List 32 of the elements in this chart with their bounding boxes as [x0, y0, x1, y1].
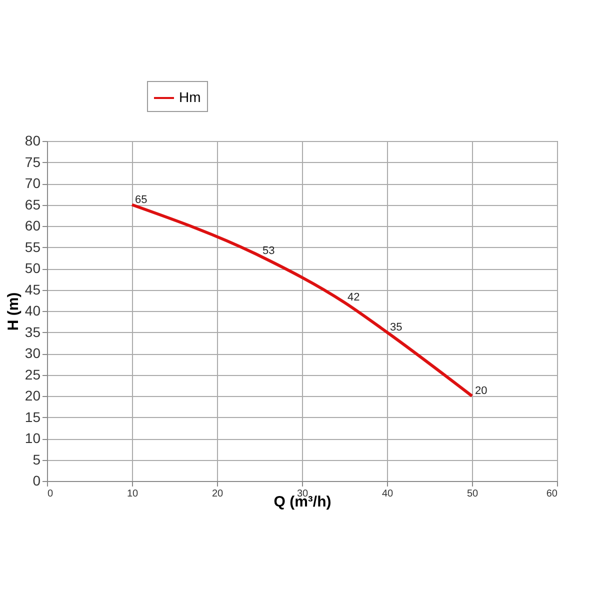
y-tick-label: 50 [24, 260, 41, 276]
legend-label: Hm [179, 89, 201, 105]
y-tick-label: 65 [24, 196, 41, 212]
y-tick-label: 35 [24, 324, 41, 340]
data-label: 53 [262, 244, 275, 257]
y-tick-label: 70 [24, 175, 41, 191]
x-tick-label: 30 [296, 488, 308, 500]
y-tick-label: 25 [24, 366, 41, 382]
y-tick-label: 5 [32, 451, 41, 468]
y-tick-label: 30 [24, 345, 41, 361]
y-tick-label: 75 [24, 154, 41, 170]
y-tick-label: 20 [24, 388, 41, 404]
line-series [130, 203, 474, 398]
y-tick-label: 60 [24, 218, 41, 234]
data-label: 20 [475, 385, 488, 397]
y-tick-label: 10 [24, 430, 41, 446]
x-tick-label: 50 [466, 488, 478, 500]
x-tick-label: 0 [48, 488, 54, 500]
data-label: 35 [390, 321, 402, 334]
y-tick-label: 55 [24, 238, 41, 255]
x-tick-label: 40 [382, 488, 394, 500]
y-tick-label: 45 [24, 281, 41, 298]
y-axis-title: H (m) [4, 292, 22, 331]
x-tick-label: 20 [212, 488, 224, 500]
y-tick-label: 80 [24, 132, 41, 148]
x-tick-label: 60 [546, 488, 558, 500]
y-tick-label: 15 [24, 408, 41, 425]
y-tick-label: 0 [32, 472, 41, 488]
data-label: 65 [135, 194, 148, 206]
y-tick-label: 40 [24, 302, 41, 318]
x-tick-label: 10 [126, 488, 138, 500]
data-label: 42 [348, 292, 360, 304]
